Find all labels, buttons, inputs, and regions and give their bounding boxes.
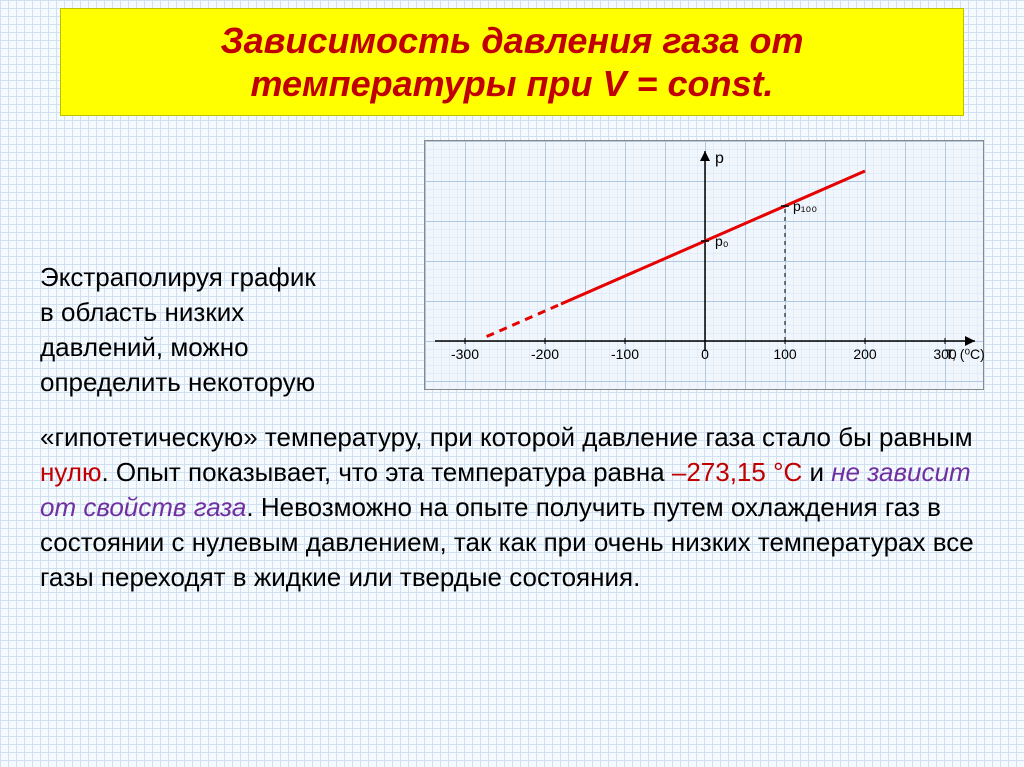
- body-p1c: и: [802, 457, 831, 487]
- chart-svg: -300-200-1000100200300pT, (⁰C)p₀p₁₀₀: [425, 141, 985, 391]
- svg-text:p₁₀₀: p₁₀₀: [793, 198, 817, 214]
- chart: -300-200-1000100200300pT, (⁰C)p₀p₁₀₀: [424, 140, 984, 390]
- svg-text:p: p: [715, 150, 724, 167]
- svg-text:-300: -300: [451, 346, 479, 362]
- lead-text: Экстраполируя график в область низких да…: [40, 260, 400, 400]
- lead-l4: определить некоторую: [40, 367, 315, 397]
- title-box: Зависимость давления газа от температуры…: [60, 8, 964, 116]
- body-red-zero: нулю: [40, 457, 101, 487]
- body-p1b: . Опыт показывает, что эта температура р…: [101, 457, 671, 487]
- body-red-temp: –273,15 °С: [672, 457, 802, 487]
- lead-l3: давлений, можно: [40, 332, 249, 362]
- svg-text:-200: -200: [531, 346, 559, 362]
- svg-text:100: 100: [773, 346, 797, 362]
- body-text: «гипотетическую» температуру, при которо…: [40, 420, 984, 595]
- svg-text:0: 0: [701, 346, 709, 362]
- title-line1: Зависимость давления газа от: [221, 20, 804, 61]
- svg-text:p₀: p₀: [715, 233, 729, 249]
- svg-text:T, (⁰C): T, (⁰C): [945, 346, 985, 362]
- svg-text:200: 200: [853, 346, 877, 362]
- title-formula: V = const.: [603, 63, 774, 104]
- body-p1a: «гипотетическую» температуру, при которо…: [40, 422, 973, 452]
- lead-l2: в область низких: [40, 297, 244, 327]
- slide: Зависимость давления газа от температуры…: [0, 0, 1024, 767]
- title-line2: температуры при: [250, 63, 602, 104]
- lead-l1: Экстраполируя график: [40, 262, 316, 292]
- title-text: Зависимость давления газа от температуры…: [91, 19, 933, 105]
- svg-text:-100: -100: [611, 346, 639, 362]
